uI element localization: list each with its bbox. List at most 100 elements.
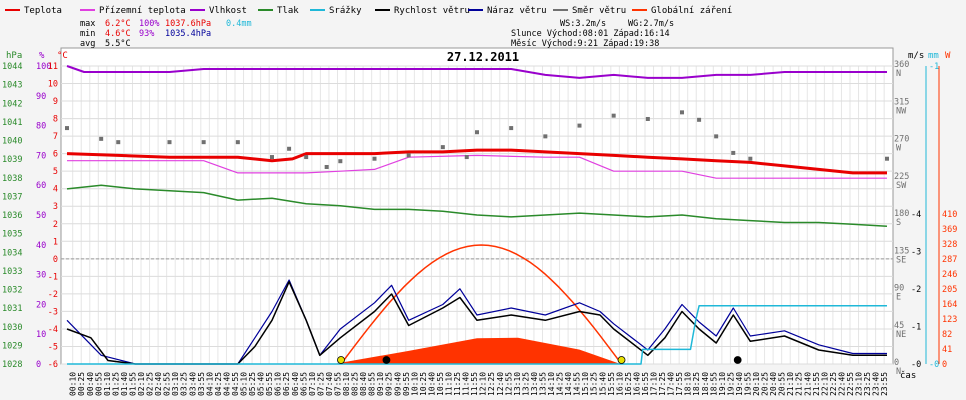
series-wind-speed <box>66 281 887 365</box>
stat-max-label: max <box>80 19 95 29</box>
tick-label-hpa: 1041 <box>2 118 22 128</box>
stats-block: max 6.2°C 100% 1037.6hPa 0.4mm min 4.6°C… <box>80 19 674 49</box>
series-wind-dir-point <box>475 130 479 135</box>
tick-label-time: 20:25 <box>761 372 770 396</box>
tick-label-time: 10:25 <box>419 372 428 396</box>
tick-label-w: 246 <box>942 270 957 280</box>
legend-label-pressure: Tlak <box>277 6 299 16</box>
tick-label-time: 13:55 <box>538 372 547 396</box>
tick-label-w: 0 <box>942 360 947 370</box>
tick-label-hpa: 1033 <box>2 267 22 277</box>
tick-label-time: 07:40 <box>325 372 334 396</box>
series-wind-dir-point <box>167 140 172 145</box>
tick-label-temp: 5 <box>53 167 58 177</box>
tick-label-time: 20:10 <box>752 372 761 396</box>
tick-label-hpa: 1029 <box>2 341 22 351</box>
tick-label-time: 22:25 <box>829 372 838 396</box>
tick-label-w: 164 <box>942 300 957 310</box>
series-rain <box>67 305 887 365</box>
tick-label-time: 06:25 <box>282 372 291 396</box>
tick-label-time: 05:10 <box>240 372 249 396</box>
series-wind-dir-point <box>270 155 274 160</box>
series-wind-dir-point <box>372 156 377 161</box>
tick-label-hpa: 1042 <box>2 99 22 109</box>
stat-avg-temp: 5.5°C <box>105 39 131 49</box>
tick-label-pct: 10 <box>36 330 46 340</box>
series-pressure <box>66 184 888 227</box>
tick-label-time: 08:40 <box>359 372 368 396</box>
tick-label-time: 17:55 <box>675 372 684 396</box>
tick-label-time: 23:25 <box>863 372 872 396</box>
tick-label-time: 19:10 <box>718 372 727 396</box>
tick-label-time: 16:25 <box>624 372 633 396</box>
tick-label-time: 10:55 <box>436 372 445 396</box>
tick-label-time: 04:40 <box>222 372 231 396</box>
moonrise-marker <box>382 356 391 364</box>
tick-label-time: 07:55 <box>333 372 342 396</box>
tick-label-time: 11:40 <box>462 372 471 396</box>
tick-label-dir-name: N <box>896 367 901 377</box>
tick-label-ms: -1 <box>911 323 921 333</box>
tick-label-temp: 10 <box>48 80 58 90</box>
tick-label-time: 19:55 <box>743 372 752 396</box>
tick-label-time: 06:40 <box>291 372 300 396</box>
series-wind-dir-point <box>440 145 445 150</box>
tick-label-time: 13:40 <box>530 372 539 396</box>
tick-label-pct: 90 <box>36 92 46 102</box>
axis-unit-pct: % <box>39 51 45 61</box>
tick-label-time: 16:40 <box>632 372 641 396</box>
tick-label-hpa: 1034 <box>2 248 22 258</box>
x-axis: 00:10 00:25 00:40 00:55 01:10 01:25 01:40 01:55… <box>69 372 889 396</box>
tick-label-time: 04:10 <box>205 372 214 396</box>
tick-label-time: 10:10 <box>410 372 419 396</box>
tick-label-dir-deg: 360 <box>894 60 909 70</box>
tick-label-dir-deg: 90 <box>894 284 904 294</box>
tick-label-time: 11:25 <box>453 372 462 396</box>
tick-label-w: 287 <box>942 255 957 265</box>
tick-label-temp: 7 <box>53 132 58 142</box>
legend-label-wind-dir: Směr větru <box>572 6 626 16</box>
tick-label-dir-name: N <box>896 69 901 79</box>
series-wind-dir-point <box>65 126 69 131</box>
tick-label-time: 09:25 <box>385 372 394 396</box>
tick-label-w: 82 <box>942 330 952 340</box>
left-axes: 1044104310421041104010391038103710361035… <box>2 62 58 370</box>
series-wind-dir-point <box>645 116 650 121</box>
series-radiation-area <box>67 337 887 364</box>
tick-label-temp: -1 <box>48 272 58 282</box>
series-wind-dir-point <box>543 134 548 139</box>
tick-label-time: 16:10 <box>615 372 624 396</box>
tick-label-time: 00:55 <box>94 372 103 396</box>
tick-label-time: 03:10 <box>171 372 180 396</box>
series-wind-dir-point <box>235 140 240 145</box>
tick-label-time: 12:10 <box>479 372 488 396</box>
tick-label-dir-name: E <box>896 293 901 303</box>
series-temperature <box>66 148 887 175</box>
tick-label-dir-name: NE <box>896 330 906 340</box>
tick-label-w: 328 <box>942 240 957 250</box>
tick-label-time: 02:25 <box>146 372 155 396</box>
tick-label-time: 03:25 <box>180 372 189 396</box>
tick-label-temp: 6 <box>53 150 58 160</box>
right-axes: 360N315NW270W225SW180S135SE90E45NE0N-4-3… <box>894 60 957 377</box>
tick-label-temp: -6 <box>48 360 58 370</box>
tick-label-time: 17:25 <box>658 372 667 396</box>
series-ground-temp <box>67 154 887 179</box>
tick-label-pct: 70 <box>36 151 46 161</box>
tick-label-temp: 4 <box>53 185 58 195</box>
tick-label-time: 21:40 <box>803 372 812 396</box>
stat-max-press: 1037.6hPa <box>165 19 211 29</box>
tick-label-time: 03:55 <box>197 372 206 396</box>
tick-label-hpa: 1037 <box>2 192 22 202</box>
tick-label-time: 15:55 <box>607 372 616 396</box>
series-wind-dir-point <box>116 140 121 145</box>
tick-label-time: 20:55 <box>778 372 787 396</box>
tick-label-time: 02:55 <box>163 372 172 396</box>
tick-label-rain: -1 <box>929 62 939 72</box>
tick-label-time: 17:40 <box>667 372 676 396</box>
legend-label-wind-speed: Rychlost větru <box>394 6 470 16</box>
tick-label-time: 15:10 <box>581 372 590 396</box>
tick-label-time: 22:55 <box>846 372 855 396</box>
stat-sun: Slunce Východ:08:01 Západ:16:14 <box>511 29 670 39</box>
